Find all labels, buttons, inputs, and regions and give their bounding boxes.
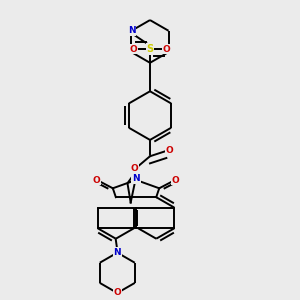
Text: O: O xyxy=(172,176,179,185)
Text: O: O xyxy=(130,45,137,54)
Text: N: N xyxy=(128,26,135,35)
Text: O: O xyxy=(130,164,138,173)
Text: N: N xyxy=(132,174,140,183)
Text: O: O xyxy=(165,146,173,154)
Text: S: S xyxy=(146,44,154,54)
Text: N: N xyxy=(113,248,121,257)
Text: O: O xyxy=(163,45,170,54)
Text: O: O xyxy=(93,176,101,185)
Text: O: O xyxy=(113,289,121,298)
